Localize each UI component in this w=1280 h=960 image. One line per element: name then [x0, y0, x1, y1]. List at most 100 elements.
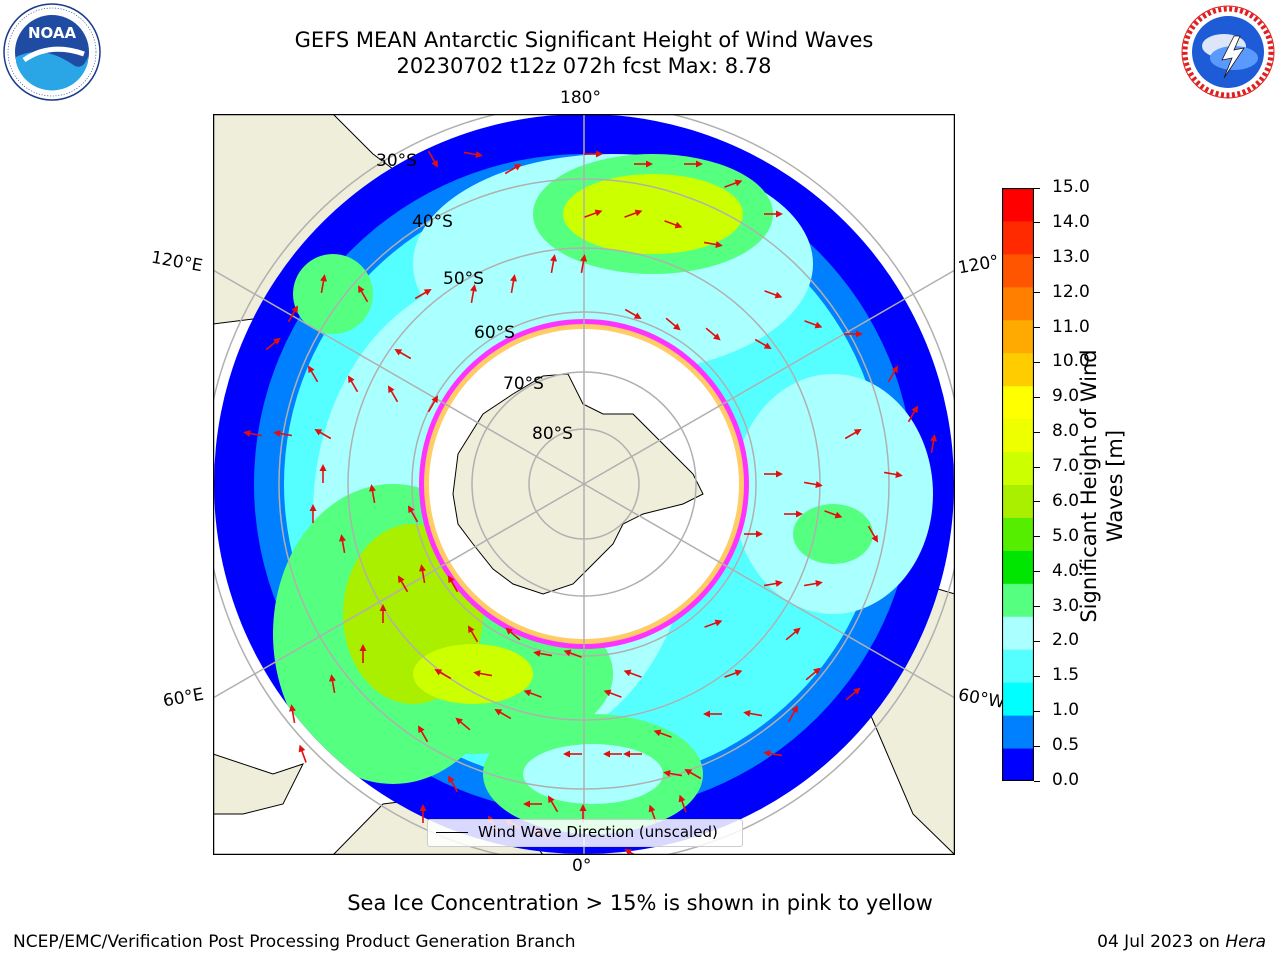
wave-arrow [504, 164, 522, 175]
wave-arrow [550, 254, 557, 274]
wave-arrow [359, 644, 367, 663]
colorbar-band [1002, 319, 1034, 354]
colorbar-tick-mark [1034, 187, 1040, 189]
footer-date: 04 Jul 2023 on [1097, 932, 1226, 952]
colorbar-tick-mark [1034, 571, 1040, 573]
colorbar-tick-mark [1034, 257, 1040, 259]
footer-right: 04 Jul 2023 on Hera [1097, 932, 1266, 952]
colorbar-tick-mark [1034, 361, 1040, 363]
wave-arrow [764, 210, 783, 218]
colorbar-tick-mark [1034, 466, 1040, 468]
colorbar-tick-mark [1034, 606, 1040, 608]
colorbar-tick-mark [1034, 745, 1040, 747]
colorbar-tick-mark [1034, 396, 1040, 398]
wave-arrow [804, 320, 823, 329]
wave-arrow [724, 179, 743, 188]
colorbar-tick-mark [1034, 640, 1040, 642]
colorbar-tick-mark [1034, 222, 1040, 224]
wave-arrow [624, 308, 642, 319]
wave-arrow [663, 770, 683, 777]
lon-label-60w: 60°W [956, 685, 1007, 713]
wave-arrow [289, 704, 296, 724]
colorbar-band [1002, 649, 1034, 683]
colorbar-band [1002, 220, 1034, 255]
wave-arrow [523, 800, 542, 808]
colorbar-tick-mark [1034, 327, 1040, 329]
colorbar-label-line1: Significant Height of Wind [1077, 349, 1101, 623]
nws-logo [1180, 4, 1276, 100]
wave-arrow [533, 650, 553, 657]
wave-arrow [510, 274, 517, 294]
colorbar-band [1002, 715, 1034, 749]
wave-arrow [419, 564, 426, 584]
footer-host: Hera [1225, 932, 1266, 952]
wave-arrow [473, 670, 493, 677]
wave-arrow [624, 209, 643, 218]
wave-arrow [470, 284, 477, 304]
wave-arrow [463, 151, 483, 158]
wave-arrow [623, 669, 642, 678]
wave-arrow [243, 430, 263, 437]
wave-arrow [580, 254, 587, 274]
wave-direction-arrows [243, 150, 937, 855]
colorbar-tick-label: 5.0 [1052, 525, 1080, 546]
sea-ice-note: Sea Ice Concentration > 15% is shown in … [347, 891, 933, 915]
wave-arrow [287, 305, 298, 323]
wave-arrow [665, 317, 681, 331]
colorbar-label-line2: Waves [m] [1103, 429, 1127, 543]
wave-arrow [724, 669, 743, 678]
wave-arrow [844, 330, 863, 338]
wave-arrow [348, 375, 359, 393]
colorbar-band [1002, 418, 1034, 453]
wave-arrow [743, 710, 763, 717]
wave-arrow [448, 775, 459, 793]
colorbar-tick-mark [1034, 710, 1040, 712]
legend-line-swatch [436, 832, 468, 833]
colorbar-band [1002, 352, 1034, 387]
colorbar-tick-label: 11.0 [1052, 316, 1090, 337]
wave-arrow [494, 709, 512, 720]
lon-label-120e: 120°E [149, 247, 205, 277]
wave-arrow [298, 744, 307, 763]
wave-arrow [584, 150, 603, 158]
colorbar-tick-mark [1034, 292, 1040, 294]
lat-label-70s: 70°S [503, 374, 544, 394]
colorbar-tick-label: 12.0 [1052, 281, 1090, 302]
wave-arrow [398, 575, 409, 593]
wave-arrow [664, 220, 683, 229]
wave-arrow [379, 604, 387, 623]
wave-arrow [824, 510, 843, 519]
lon-label-60e: 60°E [161, 684, 206, 712]
wave-arrow [764, 470, 783, 478]
colorbar-tick-mark [1034, 431, 1040, 433]
wave-arrow [844, 429, 862, 440]
wave-arrow [845, 687, 861, 701]
colorbar-tick-mark [1034, 675, 1040, 677]
lat-label-80s: 80°S [532, 424, 573, 444]
colorbar-band [1002, 385, 1034, 420]
wave-arrow [419, 804, 427, 823]
lon-label-0: 0° [572, 856, 592, 876]
wave-arrow [369, 484, 376, 504]
wave-arrow [563, 750, 582, 758]
wave-arrow [414, 289, 432, 300]
colorbar-band [1002, 286, 1034, 321]
colorbar-band [1002, 616, 1034, 650]
wave-arrow [584, 209, 603, 218]
wave-arrow [678, 794, 687, 813]
wave-arrow [603, 689, 622, 698]
colorbar-band [1002, 748, 1034, 781]
noaa-logo: NOAA [3, 3, 101, 101]
wave-arrow [785, 627, 801, 641]
wave-arrow [705, 327, 721, 341]
wave-arrow [684, 769, 702, 780]
wave-arrow [319, 464, 327, 483]
wave-arrow [388, 385, 399, 403]
wave-arrow [320, 274, 327, 294]
footer-left: NCEP/EMC/Verification Post Processing Pr… [13, 932, 576, 952]
lat-label-40s: 40°S [412, 212, 453, 232]
wave-arrow [867, 525, 878, 543]
wave-arrow [784, 510, 803, 518]
colorbar-band [1002, 188, 1034, 222]
wave-arrow [358, 285, 369, 303]
